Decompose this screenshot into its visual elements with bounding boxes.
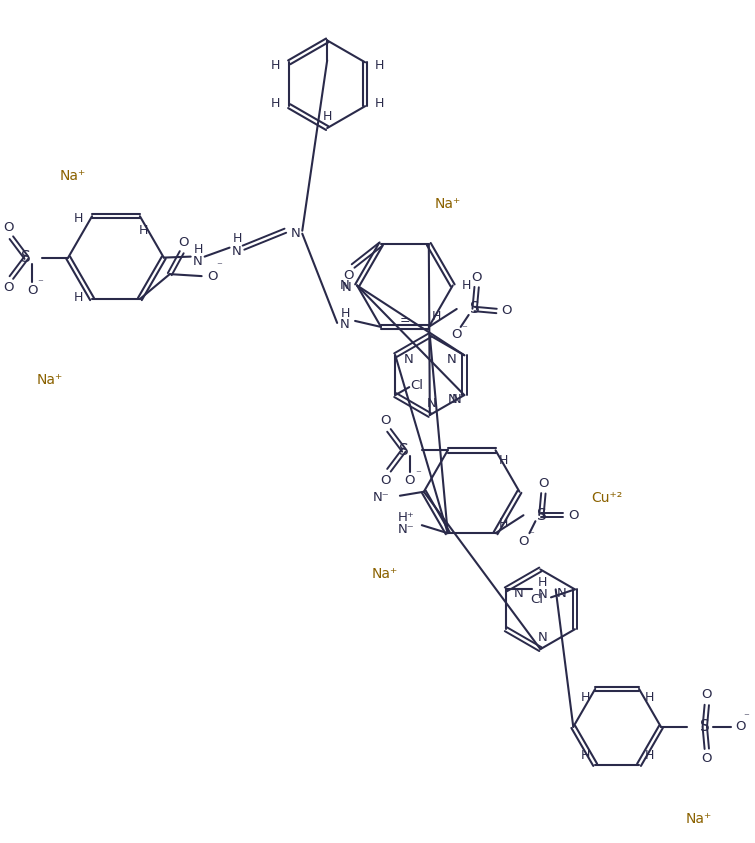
Text: O: O — [501, 304, 512, 318]
Text: O: O — [538, 477, 549, 490]
Text: ⁻: ⁻ — [744, 711, 750, 722]
Text: N: N — [538, 588, 547, 601]
Text: O: O — [381, 474, 391, 486]
Text: H: H — [644, 691, 654, 705]
Text: H: H — [194, 243, 203, 256]
Text: H: H — [538, 576, 547, 589]
Text: H: H — [644, 749, 654, 762]
Text: S: S — [537, 507, 547, 523]
Text: N: N — [446, 352, 456, 366]
Text: N: N — [193, 255, 202, 268]
Text: N: N — [451, 393, 461, 405]
Text: O: O — [405, 474, 415, 486]
Text: H⁺: H⁺ — [398, 511, 414, 524]
Text: N: N — [403, 352, 413, 366]
Text: Cu⁺²: Cu⁺² — [591, 491, 623, 505]
Text: O: O — [471, 271, 482, 283]
Text: O: O — [208, 270, 218, 282]
Text: O: O — [701, 689, 712, 701]
Text: S: S — [399, 443, 408, 458]
Text: H: H — [499, 454, 508, 467]
Text: Na⁺: Na⁺ — [372, 567, 398, 582]
Text: N: N — [341, 279, 350, 292]
Text: S: S — [470, 302, 479, 316]
Text: H: H — [322, 110, 332, 122]
Text: O: O — [343, 270, 353, 282]
Text: Na⁺: Na⁺ — [435, 196, 461, 211]
Text: S: S — [21, 250, 31, 265]
Text: H: H — [374, 97, 384, 110]
Text: H: H — [581, 749, 590, 762]
Text: O: O — [451, 329, 462, 341]
Text: H: H — [73, 212, 83, 225]
Text: O: O — [701, 752, 712, 765]
Text: O: O — [27, 284, 38, 297]
Text: Na⁺: Na⁺ — [59, 169, 85, 183]
Text: O: O — [735, 721, 746, 733]
Text: ⁻: ⁻ — [462, 324, 467, 334]
Text: N: N — [514, 587, 524, 600]
Text: H: H — [581, 691, 590, 705]
Text: ⁻: ⁻ — [217, 261, 223, 271]
Text: H: H — [233, 232, 242, 245]
Text: H: H — [270, 59, 280, 72]
Text: H: H — [341, 308, 350, 320]
Text: O: O — [3, 281, 14, 294]
Text: O: O — [518, 534, 528, 548]
Text: Na⁺: Na⁺ — [686, 812, 712, 825]
Text: Cl: Cl — [411, 379, 424, 392]
Text: N: N — [448, 393, 458, 405]
Text: H: H — [270, 97, 280, 110]
Text: N: N — [427, 396, 436, 410]
Text: H: H — [73, 291, 83, 303]
Text: N: N — [291, 228, 300, 240]
Text: N⁻: N⁻ — [373, 491, 390, 504]
Text: N: N — [538, 631, 547, 644]
Text: O: O — [3, 221, 14, 234]
Text: N: N — [232, 245, 242, 258]
Text: O: O — [381, 414, 391, 427]
Text: N: N — [341, 319, 350, 331]
Text: N: N — [557, 587, 567, 600]
Text: =: = — [399, 314, 410, 327]
Text: H: H — [139, 223, 149, 237]
Text: O: O — [178, 236, 189, 249]
Text: ⁻: ⁻ — [528, 530, 535, 540]
Text: ⁻: ⁻ — [37, 278, 43, 288]
Text: H: H — [499, 517, 508, 529]
Text: H: H — [374, 59, 384, 72]
Text: Na⁺: Na⁺ — [36, 373, 63, 387]
Text: N⁻: N⁻ — [398, 523, 414, 535]
Text: ⁻: ⁻ — [415, 470, 421, 479]
Text: S: S — [700, 719, 710, 734]
Text: H: H — [462, 279, 471, 292]
Text: O: O — [568, 508, 578, 522]
Text: N: N — [342, 281, 352, 294]
Text: Cl: Cl — [531, 593, 544, 606]
Text: H: H — [432, 310, 442, 324]
